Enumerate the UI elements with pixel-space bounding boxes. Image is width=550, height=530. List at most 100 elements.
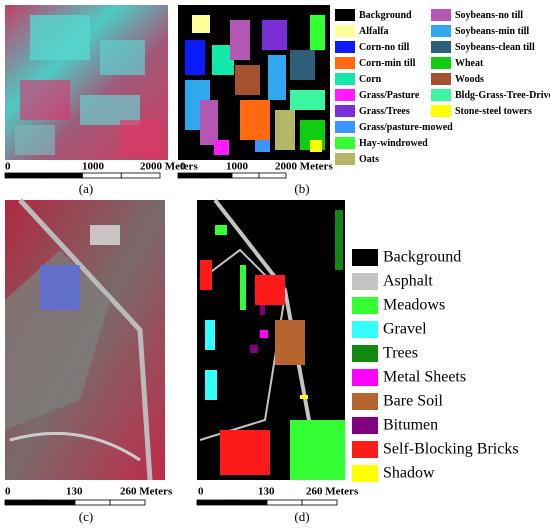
legend-label: Soybeans-min till [455,26,529,37]
legend-swatch [352,345,378,362]
scale-bar [266,499,303,506]
legend-swatch [335,41,355,53]
legend-label: Oats [359,154,379,165]
map-region [268,55,286,100]
labels: 0 1000 2000 Meters (a) 0 1000 2000 Meters (b) 0 1… [4,9,550,524]
scale-label: 0 [180,161,186,173]
scale-bar [301,499,338,506]
scale-bar [120,172,161,179]
legend-swatch [431,25,451,37]
panel-label: (a) [79,181,93,196]
legend-swatch [335,153,355,165]
map-region [215,225,227,235]
legend-label: Self-Blocking Bricks [383,441,519,458]
legend-swatch [335,121,355,133]
legend-label: Corn-no till [359,42,410,53]
map-region [310,140,322,152]
legend-swatch [352,369,378,386]
scale-label: 0 [198,486,204,498]
legend-label: Grass/Trees [359,106,410,117]
map-region [290,420,345,480]
legend-swatch [352,465,378,482]
legend-label: Background [383,249,461,266]
map-region [310,15,325,50]
map-region [205,370,217,400]
scale-bar [177,172,206,179]
legend-label: Stone-steel towers [455,106,532,117]
map-region [260,305,265,315]
legend-label: Asphalt [383,273,433,290]
map-region [275,320,305,365]
legend-label: Bare Soil [383,393,444,410]
panel-label: (b) [294,181,309,196]
ground-truth-map-b [178,5,330,160]
scale-label: 260 Meters [306,486,359,498]
legend-swatch [431,105,451,117]
scale-bar [204,172,233,179]
scale-label: 130 [258,486,275,498]
legend-label: Grass/pasture-mowed [359,122,453,133]
scale-bar [231,172,260,179]
legend-label: Alfalfa [359,26,388,37]
legend-swatch [431,9,451,21]
map-region [235,65,260,95]
map-region [262,20,287,50]
scale-label: 0 [5,161,11,173]
legend-swatch [352,441,378,458]
legend-label: Corn [359,74,382,85]
map-region [200,100,218,145]
scale-bar [258,172,287,179]
scale-label: 0 [5,486,11,498]
legend-label: Metal Sheets [383,369,466,386]
map-region [200,260,212,290]
legend-swatch [352,417,378,434]
scale-bar [196,499,233,506]
map-region [255,275,285,305]
scale-label: 1000 [82,161,105,173]
legend-swatch [335,9,355,21]
map-region [192,15,210,33]
legend-swatch [352,273,378,290]
map-region [230,20,250,60]
map-region [220,430,270,475]
map-region [240,265,246,310]
legend-swatch [431,41,451,53]
legend-label: Trees [383,345,418,362]
map-region [214,140,229,155]
legend-label: Soybeans-no till [455,10,523,21]
map-region [250,345,258,353]
scale-label: 2000 Meters [140,161,198,173]
map-region [212,45,234,75]
scale-bar [4,172,45,179]
legend-swatch [335,137,355,149]
ground-truth-map-d [197,198,345,481]
legend-swatch [335,105,355,117]
legend-label: Meadows [383,297,445,314]
legend-label: Soybeans-clean till [455,42,535,53]
legend-swatch [335,73,355,85]
legend-swatch [352,393,378,410]
map-region [335,210,343,270]
legend-label: Gravel [383,321,427,338]
scale-bar [82,172,122,179]
scale-label: 1000 [226,161,249,173]
map-region [290,90,325,110]
legend-swatch [431,73,451,85]
legend-label: Woods [455,74,484,85]
scale-label: 260 Meters [120,486,173,498]
scale-label: 130 [66,486,83,498]
legend-label: Wheat [455,58,484,69]
legend-swatch [335,57,355,69]
map-region [205,320,215,350]
scale-bar [74,499,111,506]
legend-swatch [335,89,355,101]
legend-swatch [352,297,378,314]
panel-label: (c) [79,509,93,524]
scale-label: 2000 Meters [275,161,333,173]
map-region [240,100,270,140]
legend-label: Background [359,10,412,21]
legend-label: Bldg-Grass-Tree-Drives [455,90,550,101]
image-c [5,198,165,481]
legend-label: Corn-min till [359,58,416,69]
